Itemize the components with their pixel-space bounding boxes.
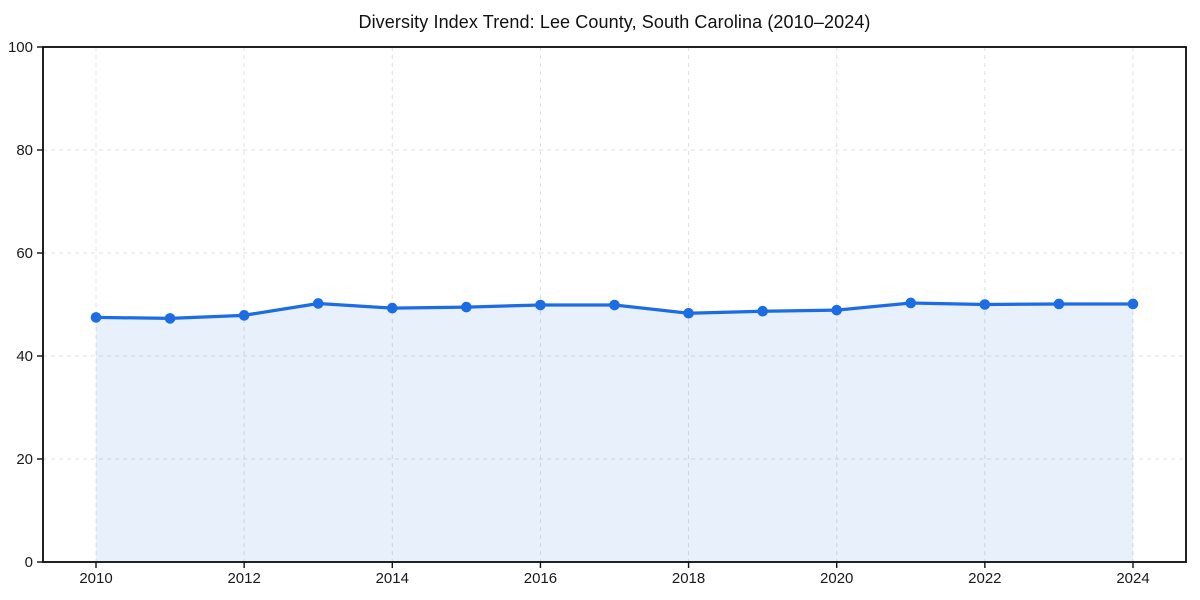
data-point-2015 bbox=[461, 301, 472, 313]
data-point-2021 bbox=[905, 297, 917, 309]
data-point-2011 bbox=[164, 313, 176, 324]
data-point-2024 bbox=[1127, 298, 1139, 310]
y-tick-label: 0 bbox=[25, 554, 33, 571]
y-tick-label: 60 bbox=[16, 245, 33, 262]
x-tick-label: 2012 bbox=[227, 570, 260, 587]
x-tick-label: 2010 bbox=[79, 570, 112, 587]
data-point-2016 bbox=[535, 299, 546, 311]
y-tick-label: 100 bbox=[8, 39, 33, 56]
data-point-2023 bbox=[1053, 298, 1065, 310]
data-point-2017 bbox=[609, 299, 620, 311]
plot-border bbox=[42, 46, 1187, 563]
x-tick-label: 2022 bbox=[968, 570, 1001, 587]
data-point-2010 bbox=[90, 312, 102, 323]
chart-title: Diversity Index Trend: Lee County, South… bbox=[358, 12, 871, 32]
data-point-2012 bbox=[238, 310, 250, 321]
x-tick-label: 2020 bbox=[820, 570, 853, 587]
x-tick-label: 2018 bbox=[672, 570, 705, 587]
y-tick-label: 40 bbox=[16, 348, 33, 365]
data-point-2019 bbox=[757, 305, 768, 317]
y-tick-label: 20 bbox=[16, 451, 33, 468]
data-point-2014 bbox=[386, 302, 398, 314]
y-tick-label: 80 bbox=[16, 142, 33, 159]
x-tick-label: 2014 bbox=[376, 570, 409, 587]
data-point-2020 bbox=[831, 304, 843, 316]
data-point-2013 bbox=[312, 298, 324, 309]
data-point-2022 bbox=[979, 299, 991, 310]
data-point-2018 bbox=[683, 307, 694, 319]
x-tick-label: 2016 bbox=[524, 570, 557, 587]
x-tick-label: 2024 bbox=[1116, 570, 1149, 587]
area-fill bbox=[96, 302, 1133, 562]
